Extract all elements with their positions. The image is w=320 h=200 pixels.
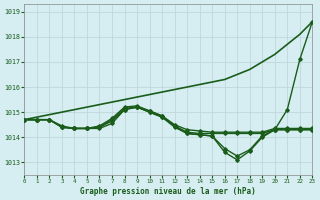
X-axis label: Graphe pression niveau de la mer (hPa): Graphe pression niveau de la mer (hPa)	[80, 187, 256, 196]
